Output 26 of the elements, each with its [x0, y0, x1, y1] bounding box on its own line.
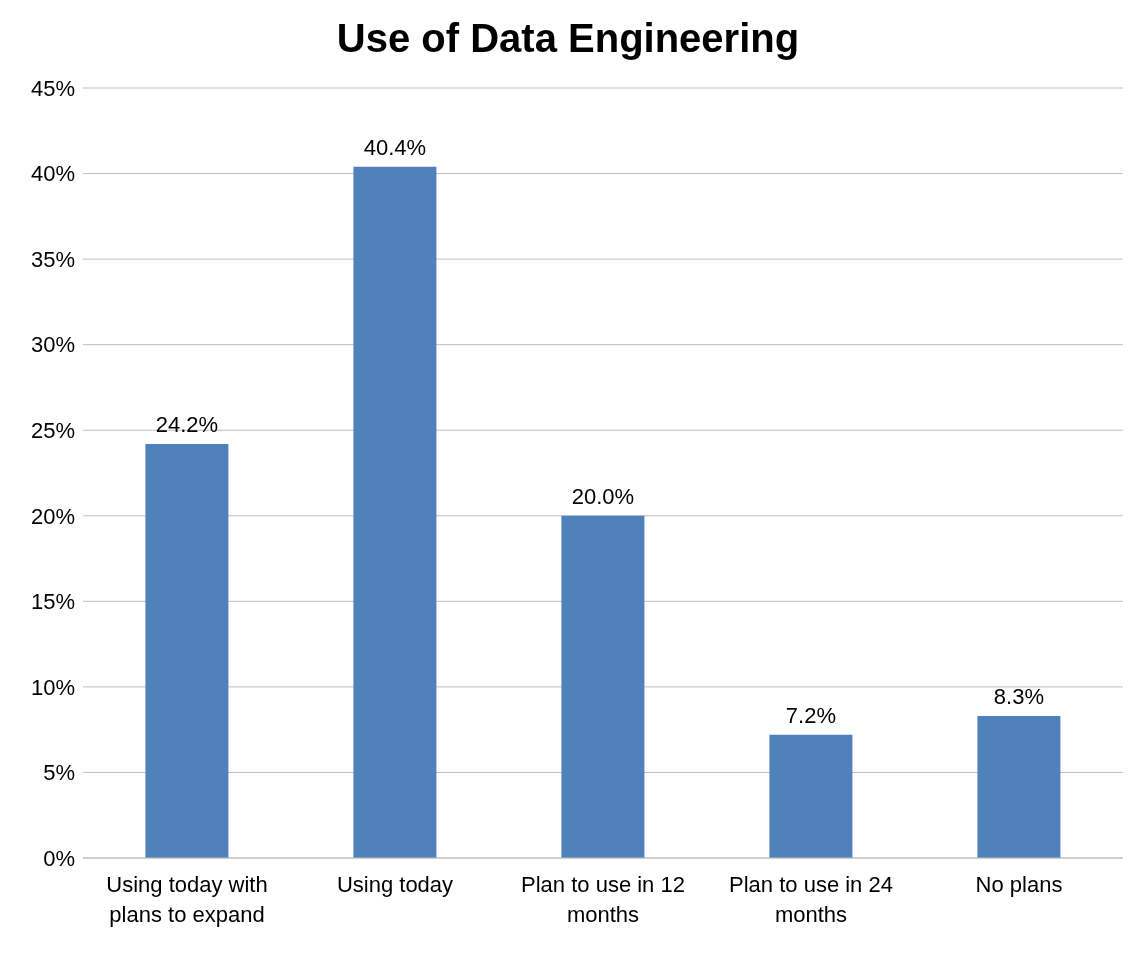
x-tick-label: Plan to use in 24 months	[729, 872, 893, 927]
bar	[353, 166, 437, 858]
bar	[145, 443, 229, 858]
bar	[561, 515, 645, 858]
y-tick-label: 40%	[30, 161, 75, 187]
y-tick-label: 45%	[30, 75, 75, 101]
y-tick-label: 20%	[30, 503, 75, 529]
x-tick-label: Plan to use in 12 months	[521, 872, 685, 927]
data-label: 24.2%	[155, 411, 219, 437]
y-tick-label: 35%	[30, 246, 75, 272]
y-tick-label: 25%	[30, 418, 75, 444]
bar	[977, 715, 1061, 858]
chart-title: Use of Data Engineering	[336, 16, 800, 60]
data-label: 20.0%	[571, 483, 635, 509]
y-tick-label: 10%	[30, 674, 75, 700]
data-label: 40.4%	[363, 134, 427, 160]
bar	[769, 734, 853, 858]
x-tick-label: No plans	[975, 872, 1063, 897]
y-tick-label: 0%	[43, 845, 75, 871]
data-label: 8.3%	[993, 683, 1044, 709]
y-tick-label: 30%	[30, 332, 75, 358]
y-tick-label: 15%	[30, 589, 75, 615]
data-label: 7.2%	[785, 702, 836, 728]
x-tick-label: Using today	[336, 872, 454, 897]
x-tick-label: Using today with plans to expand	[106, 872, 268, 927]
y-tick-label: 5%	[43, 760, 75, 786]
